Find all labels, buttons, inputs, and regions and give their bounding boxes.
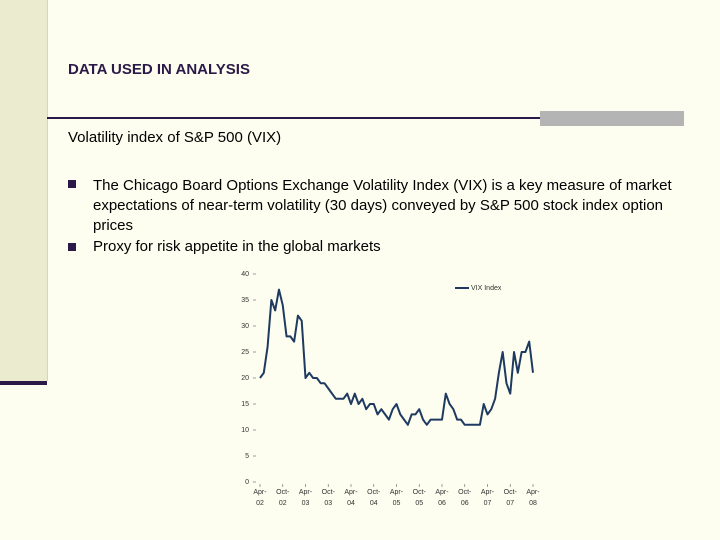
x-tick-label-box: Oct-02 (276, 489, 290, 507)
bullet-text: The Chicago Board Options Exchange Volat… (93, 177, 672, 234)
x-tick-label: Apr-02 (253, 489, 267, 507)
x-tick-label: Oct-05 (412, 489, 426, 507)
x-tick-label: Oct-04 (367, 489, 381, 507)
x-tick-label-box: Oct-03 (321, 489, 335, 507)
x-tick-label: Apr-04 (344, 489, 358, 507)
x-tick-label-box: Apr-02 (253, 489, 267, 507)
y-tick-label: 15 (241, 401, 249, 408)
y-tick-label: 5 (245, 453, 249, 460)
x-tick-label: Oct-06 (458, 489, 472, 507)
divider (47, 117, 540, 119)
y-tick-label: 0 (245, 479, 249, 486)
subtitle: Volatility index of S&P 500 (VIX) (68, 129, 282, 146)
x-tick-label: Apr-08 (526, 489, 540, 507)
x-tick-label-box: Apr-03 (298, 489, 313, 507)
x-tick-label: Oct-07 (503, 489, 517, 507)
slide-title: DATA USED IN ANALYSIS (68, 61, 250, 78)
x-tick-label-box: Apr-07 (480, 489, 495, 507)
x-tick-label-box: Apr-04 (344, 489, 358, 507)
x-tick-label-box: Oct-07 (503, 489, 517, 507)
y-tick-label: 35 (241, 297, 249, 304)
x-tick-label-box: Apr-06 (435, 489, 449, 507)
x-tick-label-box: Oct-05 (412, 489, 426, 507)
bullet-marker (68, 243, 76, 251)
series-line (259, 288, 534, 426)
x-tick-label: Apr-07 (480, 489, 495, 507)
sidebar (0, 0, 48, 381)
x-tick-label: Apr-05 (389, 489, 404, 507)
y-tick-label: 25 (241, 349, 249, 356)
x-tick-label-box: Oct-06 (458, 489, 472, 507)
y-tick-label: 20 (241, 375, 249, 382)
y-tick-label: 40 (241, 271, 249, 278)
x-tick-label-box: Oct-04 (367, 489, 381, 507)
x-tick-label: Apr-06 (435, 489, 449, 507)
sidebar-accent (0, 381, 47, 385)
x-tick-label: Apr-03 (298, 489, 313, 507)
x-tick-label-box: Apr-05 (389, 489, 404, 507)
x-tick-label: Oct-03 (321, 489, 335, 507)
divider-block (540, 111, 684, 126)
x-tick-label: Oct-02 (276, 489, 290, 507)
bullet-marker (68, 180, 76, 188)
y-tick-label: 10 (241, 427, 249, 434)
bullet-text: Proxy for risk appetite in the global ma… (93, 238, 381, 255)
y-tick-label: 30 (241, 323, 249, 330)
legend-label: VIX Index (471, 285, 502, 292)
x-tick-label-box: Apr-08 (526, 489, 540, 507)
